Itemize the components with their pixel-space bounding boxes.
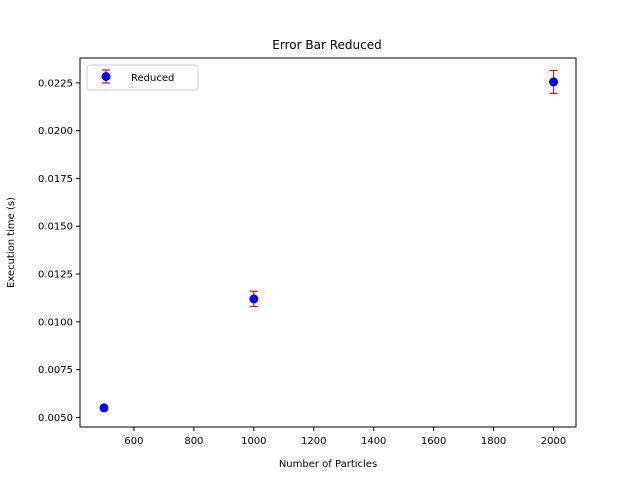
data-point — [99, 403, 109, 413]
legend-box — [86, 64, 199, 91]
y-axis: 0.0050 0.0075 0.0100 0.0125 0.0150 0.0175 0.02… — [38, 78, 80, 424]
x-tick-label: 1200 — [301, 436, 326, 447]
legend: Reduced — [86, 64, 199, 91]
y-tick-label: 0.0075 — [38, 365, 73, 376]
y-tick-label: 0.0150 — [38, 222, 73, 233]
x-tick-label: 2000 — [541, 436, 566, 447]
y-tick-label: 0.0175 — [38, 174, 73, 185]
chart-title: Error Bar Reduced — [272, 38, 381, 52]
y-tick-label: 0.0225 — [38, 78, 73, 89]
y-axis-label: Execution time (s) — [6, 197, 17, 288]
x-tick-label: 800 — [184, 436, 203, 447]
x-tick-label: 1800 — [481, 436, 506, 447]
data-point — [249, 294, 259, 304]
x-axis: 600 800 1000 1200 1400 1600 1800 2000 — [124, 427, 566, 447]
y-tick-label: 0.0050 — [38, 413, 73, 424]
plot-frame — [79, 57, 577, 428]
x-tick-label: 1600 — [421, 436, 446, 447]
y-tick-label: 0.0100 — [38, 317, 73, 328]
x-tick-label: 600 — [124, 436, 143, 447]
y-tick-label: 0.0200 — [38, 126, 73, 137]
x-tick-label: 1000 — [241, 436, 266, 447]
x-tick-label: 1400 — [361, 436, 386, 447]
legend-marker — [101, 72, 111, 81]
x-axis-label: Number of Particles — [279, 459, 377, 470]
legend-label: Reduced — [131, 73, 174, 84]
y-tick-label: 0.0125 — [38, 270, 73, 281]
data-point — [549, 77, 559, 87]
